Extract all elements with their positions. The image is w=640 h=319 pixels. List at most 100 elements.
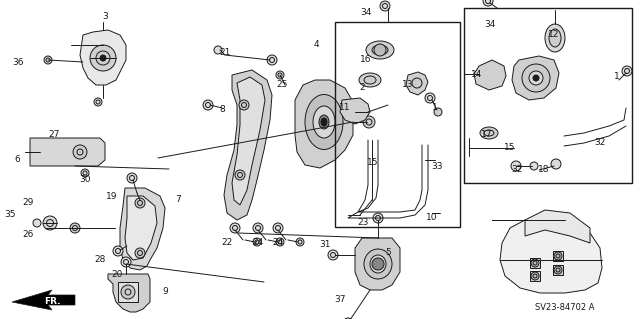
Text: 15: 15 xyxy=(504,143,516,152)
Circle shape xyxy=(380,1,390,11)
Polygon shape xyxy=(500,218,602,293)
Ellipse shape xyxy=(549,29,561,47)
Circle shape xyxy=(70,223,80,233)
Circle shape xyxy=(267,55,277,65)
Text: 13: 13 xyxy=(403,80,413,89)
Circle shape xyxy=(94,98,102,106)
Circle shape xyxy=(373,213,383,223)
Bar xyxy=(553,251,563,261)
Bar xyxy=(530,258,540,268)
Circle shape xyxy=(127,173,137,183)
Polygon shape xyxy=(474,60,506,90)
Text: 28: 28 xyxy=(94,255,106,264)
Circle shape xyxy=(121,257,131,267)
Text: 33: 33 xyxy=(431,162,443,171)
Polygon shape xyxy=(340,98,370,124)
Text: 34: 34 xyxy=(484,20,496,29)
Text: 24: 24 xyxy=(252,238,264,247)
Text: 16: 16 xyxy=(360,55,372,64)
Circle shape xyxy=(554,266,562,274)
Text: 20: 20 xyxy=(111,270,123,279)
Text: 22: 22 xyxy=(221,238,232,247)
Text: 32: 32 xyxy=(511,165,523,174)
Circle shape xyxy=(551,159,561,169)
Circle shape xyxy=(511,161,521,171)
Text: 25: 25 xyxy=(276,80,288,89)
Text: 5: 5 xyxy=(385,248,391,257)
Ellipse shape xyxy=(484,130,494,136)
Bar xyxy=(464,8,632,183)
Circle shape xyxy=(343,318,353,319)
Polygon shape xyxy=(120,188,165,270)
Circle shape xyxy=(529,71,543,85)
Ellipse shape xyxy=(305,94,343,150)
Polygon shape xyxy=(125,196,157,260)
Polygon shape xyxy=(406,72,428,95)
Text: 15: 15 xyxy=(367,158,379,167)
Text: 12: 12 xyxy=(548,30,560,39)
Bar xyxy=(118,282,138,302)
Text: 32: 32 xyxy=(595,138,605,147)
Circle shape xyxy=(230,223,240,233)
Text: 21: 21 xyxy=(220,48,230,57)
Ellipse shape xyxy=(359,73,381,87)
Text: 24: 24 xyxy=(273,238,284,247)
Text: 29: 29 xyxy=(22,198,34,207)
Text: 31: 31 xyxy=(319,240,331,249)
Ellipse shape xyxy=(366,41,394,59)
Polygon shape xyxy=(12,290,75,310)
Circle shape xyxy=(522,64,550,92)
Polygon shape xyxy=(232,77,265,205)
Text: 11: 11 xyxy=(339,103,351,112)
Bar xyxy=(530,271,540,281)
Text: 34: 34 xyxy=(360,8,372,17)
Text: 7: 7 xyxy=(175,195,181,204)
Circle shape xyxy=(253,223,263,233)
Text: 35: 35 xyxy=(4,210,16,219)
Text: 18: 18 xyxy=(538,165,550,174)
Bar xyxy=(553,265,563,275)
Text: 19: 19 xyxy=(106,192,118,201)
Circle shape xyxy=(239,100,249,110)
Polygon shape xyxy=(80,30,126,85)
Text: 9: 9 xyxy=(162,287,168,296)
Polygon shape xyxy=(512,56,559,100)
Ellipse shape xyxy=(480,127,498,139)
Polygon shape xyxy=(108,274,150,312)
Circle shape xyxy=(135,248,145,258)
Text: 3: 3 xyxy=(102,12,108,21)
Ellipse shape xyxy=(372,45,388,55)
Text: 1: 1 xyxy=(614,72,620,81)
Ellipse shape xyxy=(313,106,335,138)
Circle shape xyxy=(412,78,422,88)
Circle shape xyxy=(121,285,135,299)
Circle shape xyxy=(81,169,89,177)
Polygon shape xyxy=(224,70,272,220)
Text: 4: 4 xyxy=(313,40,319,49)
Text: 2: 2 xyxy=(359,83,365,92)
Text: 1: 1 xyxy=(432,103,438,112)
Circle shape xyxy=(90,45,116,71)
Circle shape xyxy=(43,216,57,230)
Text: 37: 37 xyxy=(334,295,346,304)
Circle shape xyxy=(100,55,106,61)
Circle shape xyxy=(276,238,284,246)
Circle shape xyxy=(235,170,245,180)
Text: 27: 27 xyxy=(48,130,60,139)
Circle shape xyxy=(483,0,493,6)
Text: SV23-84702 A: SV23-84702 A xyxy=(535,303,595,313)
Circle shape xyxy=(296,238,304,246)
Ellipse shape xyxy=(370,255,386,273)
Ellipse shape xyxy=(545,24,565,52)
Polygon shape xyxy=(355,238,400,290)
Text: FR.: FR. xyxy=(44,298,60,307)
Circle shape xyxy=(253,238,261,246)
Ellipse shape xyxy=(364,249,392,279)
Text: 23: 23 xyxy=(357,218,369,227)
Circle shape xyxy=(374,44,386,56)
Circle shape xyxy=(372,258,384,270)
Ellipse shape xyxy=(321,118,327,126)
Circle shape xyxy=(214,46,222,54)
Polygon shape xyxy=(525,210,590,243)
Circle shape xyxy=(531,272,539,280)
